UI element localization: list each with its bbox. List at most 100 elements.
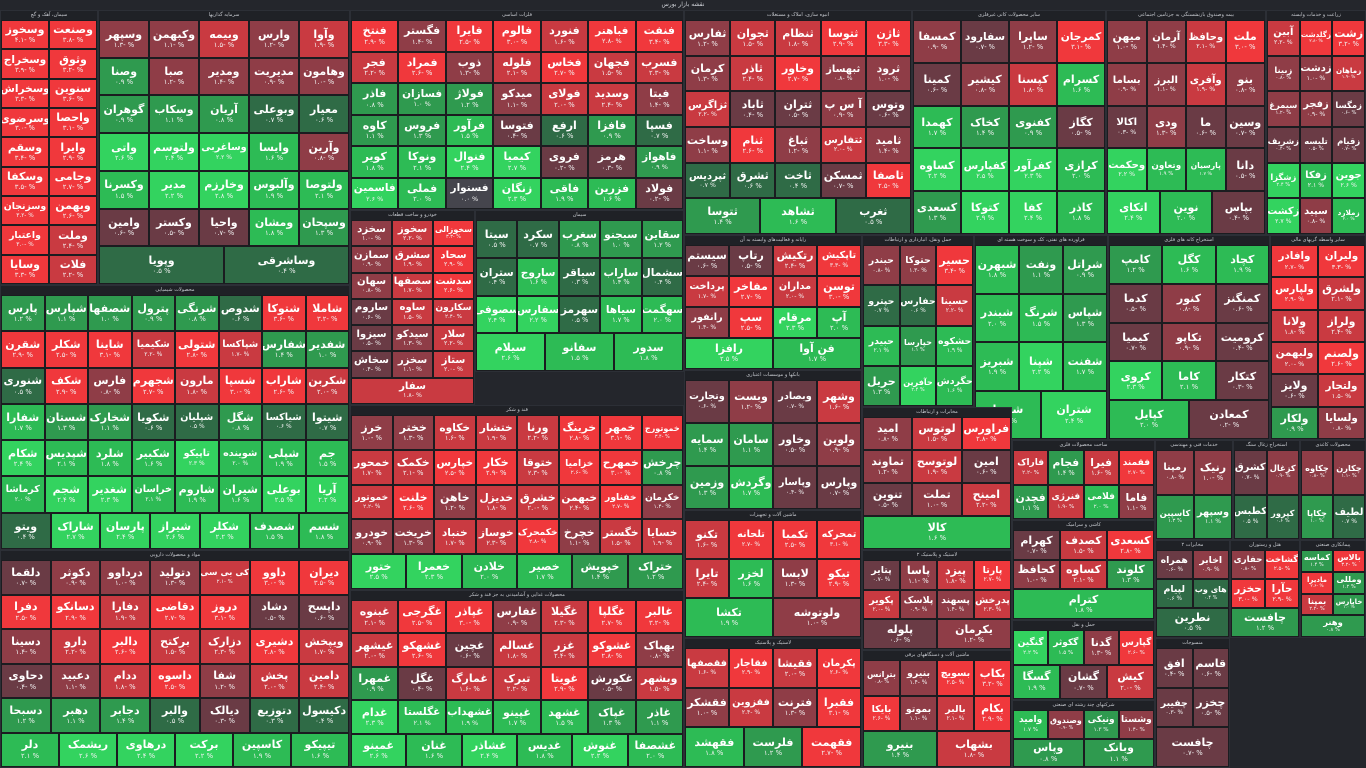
stock-tile[interactable]: وتوس ۰.۶- % <box>865 91 911 127</box>
stock-tile[interactable]: شبندر ۲.۰ % <box>975 293 1019 342</box>
stock-tile[interactable]: کحافظ ۱.۰- % <box>1013 559 1060 590</box>
stock-tile[interactable]: بمپنا ۲.۲- % <box>1301 593 1333 616</box>
stock-tile[interactable]: شکام ۲.۴ % <box>1 440 45 477</box>
stock-tile[interactable]: غشوکو ۲.۸- % <box>588 633 636 667</box>
stock-tile[interactable]: فسنوار ۰.۰ % <box>445 177 494 209</box>
stock-tile[interactable]: گنگین ۲.۲ % <box>1013 630 1049 665</box>
stock-tile[interactable]: شلرد ۱.۸ % <box>88 440 132 477</box>
stock-tile[interactable]: ولتوصا ۲.۱ % <box>299 170 349 209</box>
stock-tile[interactable]: ومللی ۱.۲ % <box>1333 571 1365 594</box>
stock-tile[interactable]: وسپهر ۱.۱ % <box>1194 494 1232 539</box>
stock-tile[interactable]: غزر ۲.۴- % <box>540 633 589 667</box>
stock-tile[interactable]: شسپا ۳.۰- % <box>218 367 262 404</box>
stock-tile[interactable]: وسزنجان ۳.۲- % <box>1 196 49 226</box>
stock-tile[interactable]: ساپرا ۱.۲- % <box>1009 20 1057 63</box>
stock-tile[interactable]: وبشهر ۱.۵- % <box>635 666 683 701</box>
stock-tile[interactable]: فچدن ۱.۱ % <box>1013 484 1049 519</box>
stock-tile[interactable]: حریل ۱.۳ % <box>863 365 900 406</box>
stock-tile[interactable]: شیتوا ۰.۷ % <box>305 403 349 441</box>
stock-tile[interactable]: گدنا ۱.۳- % <box>1083 630 1119 665</box>
stock-tile[interactable]: غسالم ۱.۸- % <box>493 633 541 667</box>
stock-tile[interactable]: کمنگنز ۰.۶- % <box>1215 283 1269 323</box>
stock-tile[interactable]: ساوه ۱.۵- % <box>392 298 433 326</box>
stock-tile[interactable]: کفا ۲.۴ % <box>1009 191 1057 234</box>
stock-tile[interactable]: چافست ۱.۲ % <box>1231 608 1299 637</box>
stock-tile[interactable]: درداوو ۱.۰- % <box>100 560 151 595</box>
stock-tile[interactable]: فسازان ۱.۰ % <box>398 83 446 115</box>
stock-tile[interactable]: وهامون ۱.۰- % <box>299 57 349 96</box>
stock-tile[interactable]: سهرمز ۰.۵ % <box>558 295 601 334</box>
stock-tile[interactable]: غشهکو ۲.۶- % <box>398 633 446 667</box>
stock-tile[interactable]: وگردش ۱.۷ % <box>729 466 773 509</box>
stock-tile[interactable]: خکاوه ۱.۶- % <box>434 415 476 450</box>
stock-tile[interactable]: وپارس ۰.۷- % <box>817 466 861 509</box>
stock-tile[interactable]: پارسیان ۱.۷ % <box>1186 148 1226 192</box>
stock-tile[interactable]: ساروم ۰.۶- % <box>351 298 392 326</box>
stock-tile[interactable]: خاپارس ۱.۰ % <box>1333 593 1365 616</box>
stock-tile[interactable]: سبجنو ۱.۰ % <box>600 220 642 258</box>
stock-tile[interactable]: تاپکیش ۳.۳- % <box>817 245 861 276</box>
stock-tile[interactable]: غویتا ۲.۹- % <box>540 666 589 701</box>
stock-tile[interactable]: بترانس ۰.۸- % <box>863 660 900 696</box>
stock-tile[interactable]: زبینا ۰.۸- % <box>1267 55 1300 92</box>
stock-tile[interactable]: سامان ۱.۱ % <box>729 423 773 466</box>
stock-tile[interactable]: کاوه ۱.۱ % <box>351 114 399 146</box>
stock-tile[interactable]: والبر ۰.۵ % <box>150 698 200 733</box>
stock-tile[interactable]: کویر ۱.۸ % <box>351 146 399 178</box>
stock-tile[interactable]: ثاباد ۰.۴- % <box>730 91 776 127</box>
stock-tile[interactable]: خنباد ۱.۷- % <box>434 519 476 555</box>
stock-tile[interactable]: شفنت ۱.۷ % <box>1063 342 1107 391</box>
stock-tile[interactable]: بالاس ۳.۲- % <box>1333 550 1365 572</box>
stock-tile[interactable]: ملت ۳.۰- % <box>1225 20 1265 63</box>
stock-tile[interactable]: حشکوه ۱.۹ % <box>936 325 973 366</box>
stock-tile[interactable]: شکف ۲.۹- % <box>44 367 88 404</box>
stock-tile[interactable]: پخش ۲.۰- % <box>249 663 300 698</box>
stock-tile[interactable]: فروی ۰.۲- % <box>540 146 589 178</box>
stock-tile[interactable]: دسینا ۱.۴- % <box>1 629 51 664</box>
stock-tile[interactable]: وآرین ۰.۸- % <box>299 133 349 171</box>
stock-tile[interactable]: تماوند ۱.۲- % <box>863 450 913 483</box>
stock-tile[interactable]: دکیسول ۰.۴ % <box>299 698 349 733</box>
stock-tile[interactable]: سیتا ۰.۵ % <box>476 220 518 258</box>
stock-tile[interactable]: خریخت ۱.۳- % <box>392 519 434 555</box>
stock-tile[interactable]: سپ ۲.۵- % <box>729 307 773 338</box>
stock-tile[interactable]: وکسرنا ۱.۵ % <box>99 170 149 209</box>
stock-tile[interactable]: فقمند ۲.۷- % <box>1118 450 1154 485</box>
stock-tile[interactable]: وافادر ۲.۷- % <box>1271 245 1318 278</box>
stock-tile[interactable]: سفارس ۲.۲ % <box>517 295 559 334</box>
stock-tile[interactable]: غپاذر ۳.۰- % <box>445 600 494 634</box>
stock-tile[interactable]: تکمبا ۲.۵- % <box>773 520 817 559</box>
stock-tile[interactable]: ولایز ۰.۶- % <box>1271 374 1318 407</box>
stock-tile[interactable]: دشیری ۲.۸- % <box>249 629 300 664</box>
stock-tile[interactable]: کمینا ۰.۶- % <box>913 62 961 106</box>
stock-tile[interactable]: شرنگی ۰.۸ % <box>175 295 219 332</box>
stock-tile[interactable]: زشگزا ۲.۴ % <box>1267 162 1300 199</box>
stock-tile[interactable]: خکمحرک ۲.۸- % <box>517 519 559 555</box>
stock-tile[interactable]: وصنا ۰.۹ % <box>99 57 149 96</box>
stock-tile[interactable]: سدشت ۲.۶- % <box>433 272 474 299</box>
stock-tile[interactable]: سیدکو ۱.۳- % <box>392 325 433 352</box>
stock-tile[interactable]: معیار ۰.۶ % <box>299 95 349 134</box>
stock-tile[interactable]: لوتوس ۱.۵- % <box>912 417 962 450</box>
stock-tile[interactable]: ونیکی ۱.۳ % <box>1083 710 1119 739</box>
stock-tile[interactable]: آبین ۲.۲- % <box>1267 20 1300 56</box>
stock-tile[interactable]: کرومیت ۰.۴- % <box>1215 322 1269 362</box>
stock-tile[interactable]: فمراد ۲.۶- % <box>398 51 446 83</box>
stock-tile[interactable]: اتکای ۲.۴ % <box>1107 191 1160 234</box>
stock-tile[interactable]: سفار ۱.۸- % <box>351 377 474 404</box>
stock-tile[interactable]: لابسا ۱.۳- % <box>773 559 817 598</box>
stock-tile[interactable]: ثجوان ۱.۵- % <box>730 20 776 56</box>
stock-tile[interactable]: تنوین ۰.۵- % <box>863 483 913 516</box>
stock-tile[interactable]: امینح ۲.۲- % <box>961 483 1011 516</box>
stock-tile[interactable]: قاسم ۰.۶- % <box>1192 648 1229 688</box>
stock-tile[interactable]: وکستر ۰.۵- % <box>149 208 199 247</box>
stock-tile[interactable]: شتولی ۲.۸- % <box>175 331 219 368</box>
stock-tile[interactable]: فاهواز ۰.۹ % <box>635 146 683 178</box>
stock-tile[interactable]: پارتا ۲.۷- % <box>974 560 1011 590</box>
stock-tile[interactable]: وپویا ۰.۵ % <box>99 246 224 284</box>
stock-tile[interactable]: های وب ۰.۴ % <box>1192 579 1229 608</box>
stock-tile[interactable]: ختراک ۱.۲ % <box>627 554 683 589</box>
stock-tile[interactable]: ثاصفا ۲.۵- % <box>865 162 911 199</box>
stock-tile[interactable]: کشرق ۰.۷- % <box>1234 450 1267 495</box>
stock-tile[interactable]: شیراز ۲.۶ % <box>150 512 200 549</box>
